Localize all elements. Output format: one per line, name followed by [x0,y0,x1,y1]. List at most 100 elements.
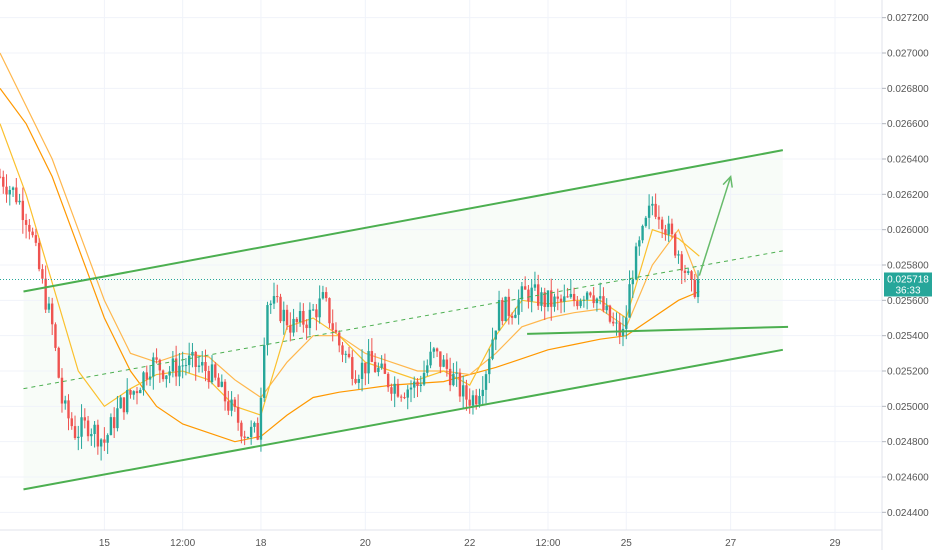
candle-body[interactable] [657,216,661,220]
candle-body[interactable] [184,365,188,367]
candle-body[interactable] [390,387,393,394]
candle-body[interactable] [429,351,432,366]
channel-upper-line[interactable] [23,149,784,293]
candle-body[interactable] [592,295,595,304]
candle-body[interactable] [181,365,184,367]
candle-body[interactable] [34,235,38,243]
candle-body[interactable] [285,309,289,326]
candle-body[interactable] [576,301,579,307]
candle-body[interactable] [654,203,657,217]
candle-body[interactable] [77,436,80,439]
candle-body[interactable] [696,279,700,298]
candle-body[interactable] [204,362,207,372]
candle-body[interactable] [197,365,201,367]
candle-body[interactable] [693,279,696,298]
candle-body[interactable] [403,397,406,399]
candle-body[interactable] [520,286,524,300]
candle-body[interactable] [455,372,458,374]
candle-body[interactable] [168,371,171,376]
candle-body[interactable] [501,300,504,322]
time-scale[interactable]: 15 12:00 18 20 22 12:00 25 27 29 [99,538,841,549]
candle-body[interactable] [687,271,690,273]
candle-body[interactable] [458,372,462,397]
candle-body[interactable] [83,417,87,421]
candle-body[interactable] [292,318,295,333]
candle-body[interactable] [413,381,416,388]
candle-body[interactable] [475,395,478,405]
candle-body[interactable] [21,200,25,221]
candle-body[interactable] [311,309,315,311]
candle-body[interactable] [132,391,135,395]
candle-body[interactable] [439,351,442,367]
candle-body[interactable] [598,296,602,299]
candle-body[interactable] [174,358,178,377]
candle-body[interactable] [465,385,468,400]
candle-body[interactable] [279,296,282,322]
candle-body[interactable] [527,289,530,302]
candle-body[interactable] [386,373,390,388]
candle-body[interactable] [680,254,683,271]
candle-body[interactable] [220,381,224,387]
candle-body[interactable] [559,298,563,302]
candle-body[interactable] [243,436,246,438]
candle-body[interactable] [161,370,165,380]
candle-body[interactable] [57,347,60,378]
candle-body[interactable] [253,422,256,427]
candle-body[interactable] [80,417,83,437]
candle-body[interactable] [667,223,670,235]
candle-body[interactable] [295,318,299,323]
candle-body[interactable] [256,422,259,440]
candle-body[interactable] [647,205,651,218]
candle-body[interactable] [595,298,599,304]
candle-body[interactable] [24,220,28,225]
candle-body[interactable] [122,397,126,413]
candle-body[interactable] [664,229,667,235]
candle-body[interactable] [259,397,263,440]
candle-body[interactable] [377,367,380,373]
candle-body[interactable] [86,420,90,437]
candle-body[interactable] [393,383,396,394]
candle-body[interactable] [191,351,194,356]
candle-body[interactable] [298,310,302,323]
candle-body[interactable] [582,299,586,301]
candle-body[interactable] [73,426,77,439]
candle-body[interactable] [249,426,253,438]
candle-body[interactable] [504,296,507,322]
candle-body[interactable] [276,296,279,298]
candle-body[interactable] [468,399,471,406]
candle-body[interactable] [507,296,511,316]
candle-body[interactable] [93,424,96,434]
candle-body[interactable] [155,357,158,360]
candle-body[interactable] [318,298,321,318]
candle-body[interactable] [116,408,119,429]
candle-body[interactable] [347,353,351,358]
candle-body[interactable] [481,389,484,397]
candle-body[interactable] [201,362,204,366]
candle-body[interactable] [15,187,18,203]
candle-body[interactable] [442,359,445,367]
candle-body[interactable] [523,286,527,290]
candle-body[interactable] [530,287,533,302]
candle-body[interactable] [566,296,569,298]
candle-body[interactable] [351,357,354,379]
candle-body[interactable] [360,362,364,379]
candle-body[interactable] [546,290,550,307]
candle-body[interactable] [28,224,31,232]
candle-body[interactable] [207,371,210,383]
candle-body[interactable] [187,355,191,366]
candle-body[interactable] [497,300,501,331]
candle-body[interactable] [510,315,514,318]
channel-mid-line[interactable] [23,250,783,390]
candle-body[interactable] [370,351,374,362]
candle-body[interactable] [269,303,272,306]
candle-body[interactable] [344,353,347,355]
candle-body[interactable] [478,396,481,405]
candle-body[interactable] [338,332,341,346]
candle-body[interactable] [142,372,145,390]
candle-body[interactable] [334,329,338,333]
support-line[interactable] [527,325,789,335]
candle-body[interactable] [0,176,2,178]
candle-body[interactable] [644,217,648,226]
candle-body[interactable] [194,351,197,367]
candle-body[interactable] [651,203,654,206]
